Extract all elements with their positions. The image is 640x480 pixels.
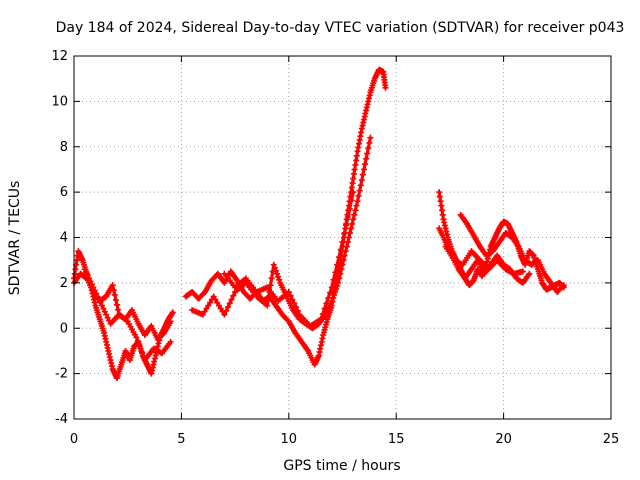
y-tick-label: 4 bbox=[60, 231, 68, 246]
x-tick-label: 0 bbox=[70, 432, 78, 447]
x-tick-label: 15 bbox=[388, 432, 405, 447]
y-tick-label: 0 bbox=[60, 321, 68, 336]
series-line-arc-3 bbox=[83, 267, 173, 362]
y-tick-label: 8 bbox=[60, 140, 68, 155]
series-line-arc-4 bbox=[184, 68, 388, 367]
y-tick-label: -4 bbox=[55, 412, 68, 427]
series-line-arc-9 bbox=[459, 213, 566, 294]
x-tick-label: 10 bbox=[281, 432, 298, 447]
y-tick-label: 2 bbox=[60, 276, 68, 291]
series-line-arc-10 bbox=[444, 244, 525, 276]
x-tick-label: 25 bbox=[603, 432, 620, 447]
chart-title: Day 184 of 2024, Sidereal Day-to-day VTE… bbox=[56, 20, 625, 36]
y-tick-label: 10 bbox=[51, 94, 68, 109]
series-line-arc-6 bbox=[222, 190, 355, 328]
x-tick-label: 20 bbox=[495, 432, 512, 447]
y-tick-label: 12 bbox=[51, 49, 68, 64]
data-series bbox=[71, 66, 567, 382]
series-markers-arc-2 bbox=[71, 270, 174, 343]
y-tick-label: 6 bbox=[60, 185, 68, 200]
series-line-arc-5 bbox=[190, 136, 373, 330]
x-axis-label: GPS time / hours bbox=[283, 458, 400, 474]
y-axis-label: SDTVAR / TECUs bbox=[7, 181, 23, 296]
series-markers-arc-4 bbox=[182, 66, 389, 368]
x-tick-label: 5 bbox=[177, 432, 185, 447]
y-tick-label: -2 bbox=[55, 367, 68, 382]
series-line-arc-1 bbox=[72, 249, 175, 380]
axis-ticks: 0 5 10 15 20 25 -4 -2 0 2 4 6 8 10 12 bbox=[51, 49, 619, 447]
